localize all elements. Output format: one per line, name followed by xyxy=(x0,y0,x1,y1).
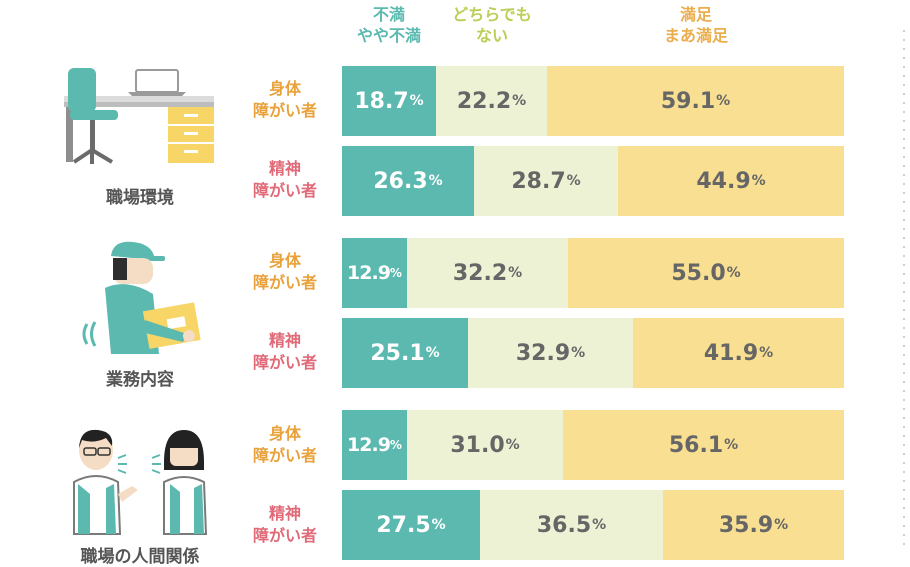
row-label-g3-physical-line-2: 障がい者 xyxy=(252,446,317,465)
bar-workplace-relationships-physical: 12.9% 31.0% 56.1% xyxy=(342,410,844,480)
segment-neutral-g3-r1: 31.0% xyxy=(407,410,563,480)
segment-value: 28.7 xyxy=(511,168,566,194)
segment-value: 35.9 xyxy=(718,512,774,538)
segment-neutral-g2-r2: 32.9% xyxy=(468,318,633,388)
segment-value: 59.1 xyxy=(660,88,716,114)
segment-dissatisfied-g3-r1: 12.9% xyxy=(342,410,407,480)
percent-sign: % xyxy=(431,517,446,533)
segment-value: 36.5 xyxy=(536,512,592,538)
percent-sign: % xyxy=(716,93,731,109)
percent-sign: % xyxy=(425,345,440,361)
percent-sign: % xyxy=(774,517,789,533)
segment-dissatisfied-g2-r2: 25.1% xyxy=(342,318,468,388)
bar-workplace-environment-physical: 18.7% 22.2% 59.1% xyxy=(342,66,844,136)
segment-value: 22.2 xyxy=(456,88,512,114)
segment-value: 12.9 xyxy=(347,434,391,456)
segment-satisfied-g3-r1: 56.1% xyxy=(563,410,844,480)
bar-workplace-environment-mental: 26.3% 28.7% 44.9% xyxy=(342,146,844,216)
worker-carrying-box-icon xyxy=(82,241,201,354)
row-label-g2-mental: 精神 障がい者 xyxy=(235,330,335,374)
percent-sign: % xyxy=(726,265,741,281)
row-label-g3-mental-line-2: 障がい者 xyxy=(252,526,317,545)
segment-dissatisfied-g1-r2: 26.3% xyxy=(342,146,474,216)
row-label-g1-physical-line-2: 障がい者 xyxy=(252,101,317,120)
segment-satisfied-g3-r2: 35.9% xyxy=(663,490,844,560)
two-coworkers-talking-icon xyxy=(73,429,208,535)
segment-satisfied-g1-r2: 44.9% xyxy=(618,146,844,216)
legend-neutral: どちらでも ない xyxy=(436,4,548,46)
segment-dissatisfied-g2-r1: 12.9% xyxy=(342,238,407,308)
segment-value: 25.1 xyxy=(370,340,425,366)
segment-value: 12.9 xyxy=(347,262,391,284)
percent-sign: % xyxy=(389,266,402,280)
segment-neutral-g1-r1: 22.2% xyxy=(436,66,547,136)
dotted-divider xyxy=(903,30,905,550)
row-label-g3-mental: 精神 障がい者 xyxy=(235,503,335,547)
segment-value: 31.0 xyxy=(450,432,505,458)
percent-sign: % xyxy=(428,173,443,189)
row-label-g1-mental-line-2: 障がい者 xyxy=(252,181,317,200)
office-desk-chair-icon xyxy=(64,68,214,164)
segment-neutral-g1-r2: 28.7% xyxy=(474,146,618,216)
percent-sign: % xyxy=(724,437,739,453)
legend-dissatisfied: 不満 やや不満 xyxy=(342,4,436,46)
row-label-g2-physical: 身体 障がい者 xyxy=(235,250,335,294)
percent-sign: % xyxy=(505,437,520,453)
row-label-g1-mental: 精神 障がい者 xyxy=(235,158,335,202)
segment-value: 41.9 xyxy=(703,340,759,366)
bar-workplace-relationships-mental: 27.5% 36.5% 35.9% xyxy=(342,490,844,560)
segment-satisfied-g2-r2: 41.9% xyxy=(633,318,844,388)
legend-satisfied-line-2: まあ満足 xyxy=(663,26,728,45)
category-label-job-content: 業務内容 xyxy=(106,370,174,390)
percent-sign: % xyxy=(759,345,774,361)
percent-sign: % xyxy=(571,345,586,361)
segment-neutral-g2-r1: 32.2% xyxy=(407,238,568,308)
percent-sign: % xyxy=(592,517,607,533)
bar-job-content-physical: 12.9% 32.2% 55.0% xyxy=(342,238,844,308)
percent-sign: % xyxy=(512,93,527,109)
row-label-g2-physical-line-1: 身体 xyxy=(268,251,301,270)
legend-dissatisfied-line-1: 不満 xyxy=(372,5,405,24)
segment-value: 26.3 xyxy=(373,168,428,194)
segment-value: 56.1 xyxy=(668,432,724,458)
percent-sign: % xyxy=(389,438,402,452)
row-label-g1-physical-line-1: 身体 xyxy=(268,79,301,98)
percent-sign: % xyxy=(751,173,766,189)
row-label-g2-physical-line-2: 障がい者 xyxy=(252,273,317,292)
segment-dissatisfied-g3-r2: 27.5% xyxy=(342,490,480,560)
row-label-g3-mental-line-1: 精神 xyxy=(268,504,301,523)
legend-satisfied: 満足 まあ満足 xyxy=(548,4,844,46)
row-label-g1-mental-line-1: 精神 xyxy=(268,159,301,178)
segment-value: 55.0 xyxy=(671,260,726,286)
segment-value: 18.7 xyxy=(354,88,409,114)
row-label-g2-mental-line-1: 精神 xyxy=(268,331,301,350)
percent-sign: % xyxy=(508,265,523,281)
category-label-workplace-relationships: 職場の人間関係 xyxy=(80,547,200,567)
segment-neutral-g3-r2: 36.5% xyxy=(480,490,663,560)
row-label-g2-mental-line-2: 障がい者 xyxy=(252,353,317,372)
row-label-g3-physical-line-1: 身体 xyxy=(268,424,301,443)
row-label-g3-physical: 身体 障がい者 xyxy=(235,423,335,467)
segment-satisfied-g1-r1: 59.1% xyxy=(547,66,844,136)
category-label-workplace-environment: 職場環境 xyxy=(106,188,174,208)
segment-satisfied-g2-r1: 55.0% xyxy=(568,238,844,308)
segment-dissatisfied-g1-r1: 18.7% xyxy=(342,66,436,136)
legend-satisfied-line-1: 満足 xyxy=(679,5,712,24)
segment-value: 32.9 xyxy=(515,340,571,366)
percent-sign: % xyxy=(566,173,581,189)
legend-neutral-line-2: ない xyxy=(475,26,508,45)
legend-neutral-line-1: どちらでも xyxy=(452,5,532,24)
legend-dissatisfied-line-2: やや不満 xyxy=(356,26,421,45)
percent-sign: % xyxy=(409,93,424,109)
segment-value: 44.9 xyxy=(696,168,751,194)
bar-job-content-mental: 25.1% 32.9% 41.9% xyxy=(342,318,844,388)
segment-value: 27.5 xyxy=(376,512,431,538)
segment-value: 32.2 xyxy=(452,260,508,286)
row-label-g1-physical: 身体 障がい者 xyxy=(235,78,335,122)
